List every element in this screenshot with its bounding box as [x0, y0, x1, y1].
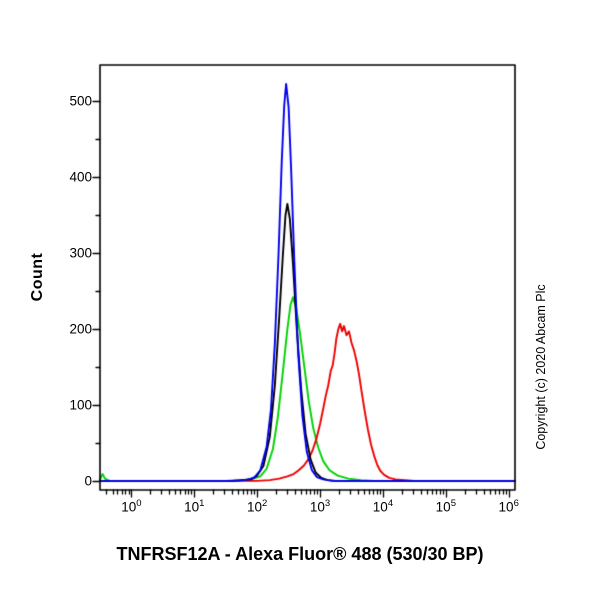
x-tick-label: 106	[498, 498, 519, 515]
copyright-label: Copyright (c) 2020 Abcam Plc	[534, 284, 548, 450]
y-tick-label: 200	[69, 321, 92, 337]
x-axis-title: TNFRSF12A - Alexa Fluor® 488 (530/30 BP)	[116, 544, 484, 564]
x-tick-label: 105	[435, 498, 456, 515]
y-tick-label: 300	[69, 245, 92, 261]
y-axis-label: Count	[29, 252, 46, 302]
y-tick-label: 500	[69, 93, 92, 109]
x-tick-label: 103	[309, 498, 331, 515]
y-tick-label: 100	[69, 397, 92, 413]
x-tick-label: 104	[372, 498, 394, 515]
x-tick-label: 101	[184, 498, 205, 515]
y-tick-label: 400	[69, 169, 92, 185]
x-tick-label: 100	[121, 498, 142, 515]
x-tick-label: 102	[247, 498, 268, 515]
y-tick-label: 0	[84, 473, 92, 489]
